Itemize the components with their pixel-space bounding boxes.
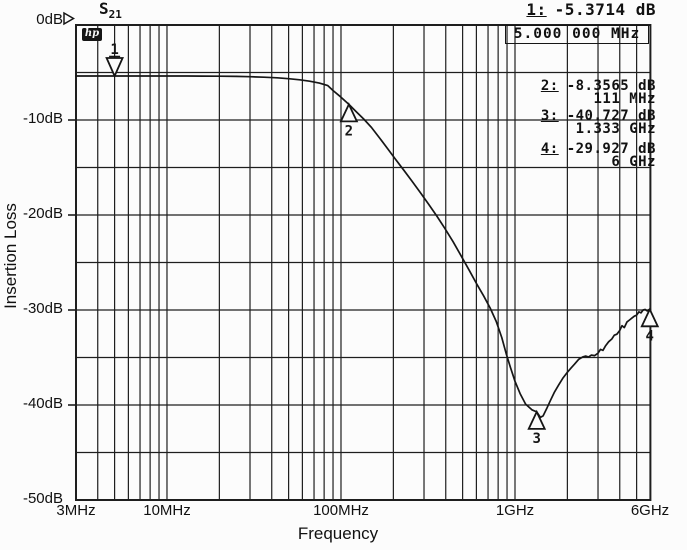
s-parameter-label: S21 (99, 0, 122, 23)
marker-row-value: 2: -8.3565 dB (541, 79, 656, 93)
active-marker-id: 1: (526, 0, 547, 19)
x-tick-label-3mhz: 3MHz (56, 502, 96, 519)
y-tick-label-10db: -10dB (22, 110, 63, 127)
x-axis-title: Frequency (297, 524, 379, 543)
marker-value: -29.927 dB (566, 141, 656, 157)
marker-2-label: 2 (345, 123, 353, 139)
trace-s21 (75, 75, 652, 419)
marker-1-triangle-icon (105, 57, 124, 79)
marker-4-triangle-icon (640, 307, 660, 328)
marker-row-freq: 6 GHz (611, 155, 656, 169)
reference-level-pointer-icon (63, 11, 75, 26)
active-marker-readout: 1: -5.3714 dB (526, 0, 656, 19)
y-tick-label-20db: -20dB (22, 205, 63, 222)
s-parameter-subscript: 21 (108, 8, 122, 22)
marker-id: 3: (540, 108, 559, 124)
marker-3-triangle-icon (527, 409, 547, 430)
marker-value: -8.3565 dB (566, 78, 656, 94)
s-parameter-main: S (99, 0, 109, 18)
plot-border (75, 24, 652, 501)
marker-freq: 111 MHz (593, 91, 656, 107)
marker-4-label: 4 (646, 328, 654, 344)
x-tick-label-1ghz: 1GHz (495, 502, 535, 519)
stimulus-value: 5.000 000 MHz (513, 26, 641, 42)
marker-id: 2: (540, 78, 559, 94)
marker-freq: 1.333 GHz (575, 121, 656, 137)
x-tick-label-10mhz: 10MHz (143, 502, 191, 519)
stimulus-box: 5.000 000 MHz (505, 25, 649, 44)
y-tick-label-30db: -30dB (22, 300, 63, 317)
marker-id: 4: (540, 141, 559, 157)
marker-value: -40.727 dB (566, 108, 656, 124)
marker-1-label: 1 (110, 42, 118, 58)
y-tick-label-0db: 0dB (36, 11, 63, 28)
y-tick-label-40db: -40dB (22, 395, 63, 412)
hp-logo: hp (82, 28, 102, 41)
x-tick-label-100mhz: 100MHz (313, 502, 369, 519)
marker-row-freq: 111 MHz (593, 92, 656, 106)
marker-row-value: 3: -40.727 dB (541, 109, 656, 123)
marker-freq: 6 GHz (611, 154, 656, 170)
marker-2-triangle-icon (339, 102, 359, 123)
x-tick-label-6ghz: 6GHz (630, 502, 670, 519)
marker-row-value: 4: -29.927 dB (541, 142, 656, 156)
active-marker-value: -5.3714 dB (554, 0, 656, 19)
y-axis-title: Insertion Loss (1, 203, 20, 309)
marker-3-label: 3 (532, 431, 540, 447)
y-tick-label-50db: -50dB (22, 490, 63, 507)
marker-row-freq: 1.333 GHz (576, 122, 656, 136)
